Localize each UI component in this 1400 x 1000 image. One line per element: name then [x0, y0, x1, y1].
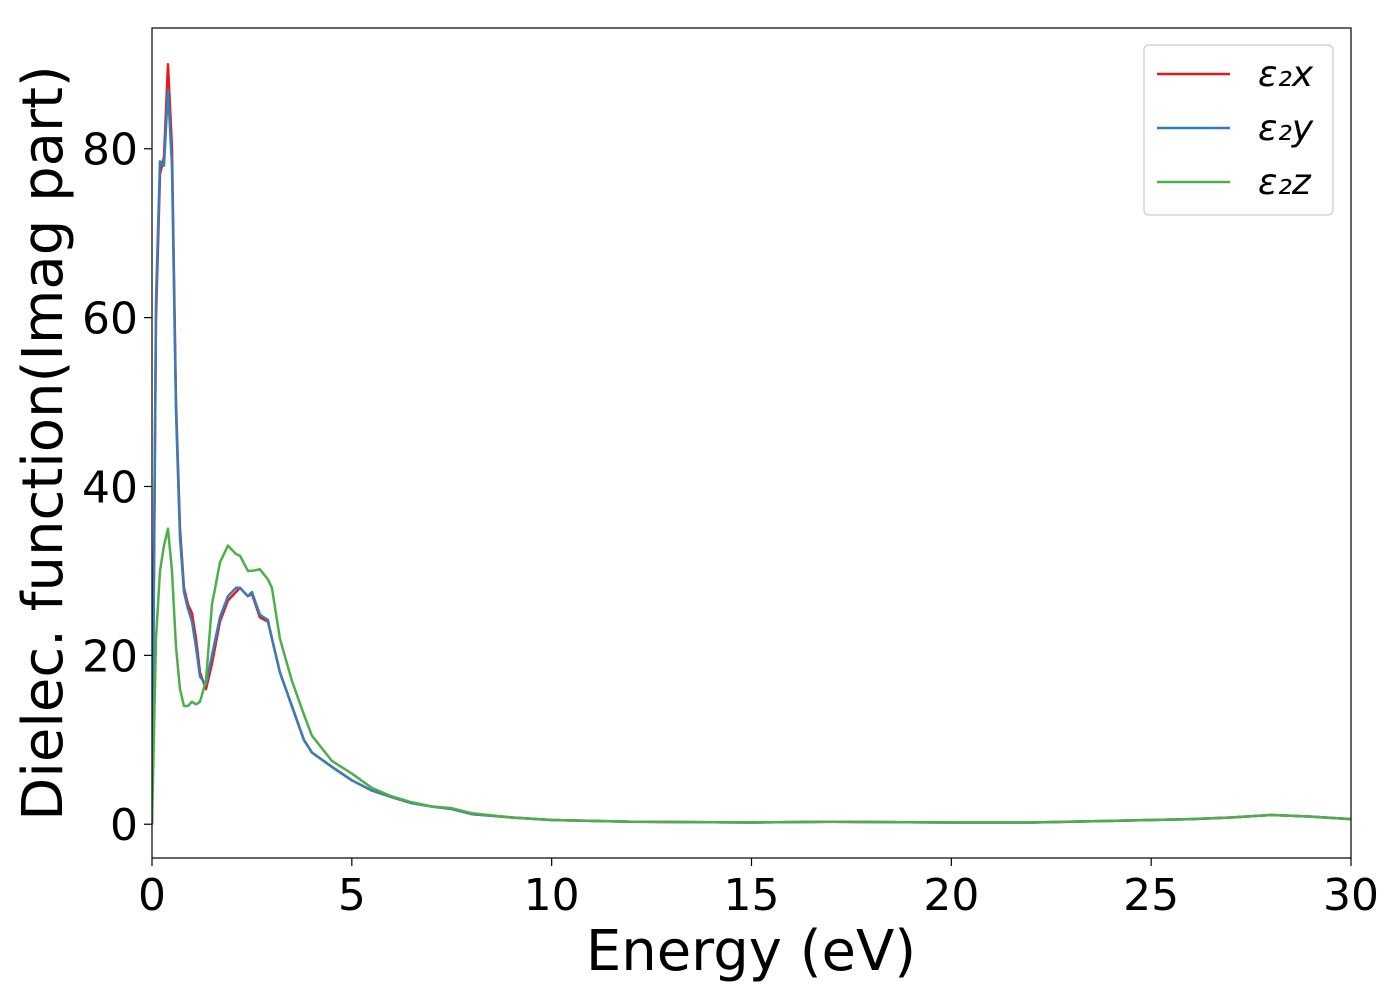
- x-tick-label: 20: [923, 870, 979, 921]
- legend-box: [1143, 44, 1334, 216]
- legend-label: ε₂y: [1258, 108, 1314, 149]
- y-tick-label: 40: [82, 462, 138, 513]
- y-tick-label: 0: [110, 800, 138, 851]
- x-tick-label: 5: [338, 870, 366, 921]
- x-tick-label: 25: [1123, 870, 1179, 921]
- plot-lines: [152, 63, 1351, 825]
- x-tick-label: 30: [1323, 870, 1379, 921]
- legend-label: ε₂x: [1258, 54, 1314, 95]
- x-tick-label: 10: [524, 870, 580, 921]
- y-tick-label: 60: [82, 294, 138, 345]
- y-tick-label: 80: [82, 125, 138, 176]
- x-tick-label: 0: [138, 870, 166, 921]
- x-tick-label: 15: [724, 870, 780, 921]
- series-line: [152, 527, 1351, 825]
- x-axis-label: Energy (eV): [586, 919, 916, 984]
- y-axis-label: Dielec. function(Imag part): [11, 65, 76, 821]
- y-tick-label: 20: [82, 631, 138, 682]
- legend-label: ε₂z: [1258, 162, 1312, 203]
